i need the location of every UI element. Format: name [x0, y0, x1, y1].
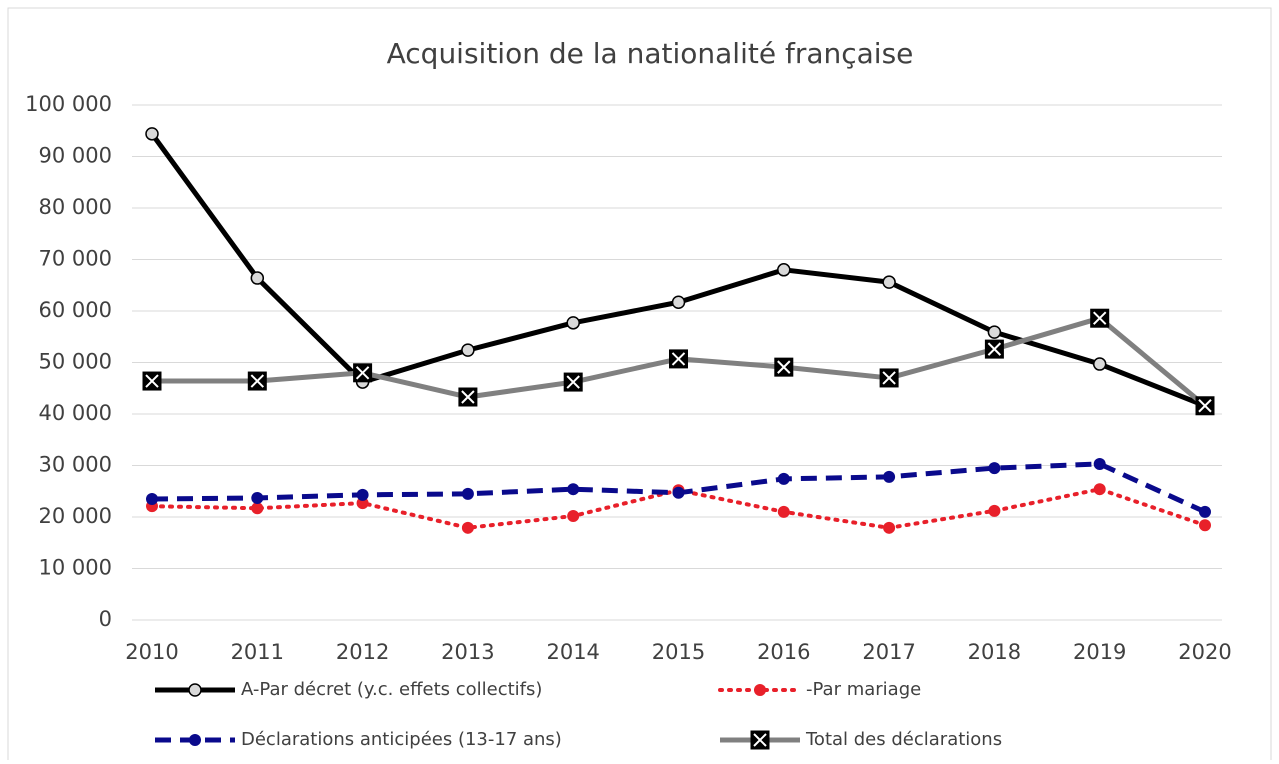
x-tick-label: 2012 [336, 640, 389, 664]
y-tick-label: 90 000 [39, 144, 112, 168]
legend-marker [750, 730, 770, 750]
legend-marker [189, 734, 201, 746]
data-point [1093, 483, 1106, 496]
data-point [882, 275, 896, 289]
data-point [145, 127, 159, 141]
x-tick-label: 2017 [862, 640, 915, 664]
data-point [1195, 396, 1215, 416]
data-point [567, 483, 580, 496]
data-point [672, 486, 685, 499]
y-tick-label: 60 000 [39, 298, 112, 322]
legend-label: Déclarations anticipées (13-17 ans) [241, 729, 562, 750]
x-tick-label: 2014 [546, 640, 599, 664]
y-tick-label: 10 000 [39, 556, 112, 580]
y-tick-label: 70 000 [39, 247, 112, 271]
marker-cross [145, 374, 159, 388]
x-tick-label: 2016 [757, 640, 810, 664]
data-point [461, 487, 474, 500]
legend-label: -Par mariage [806, 679, 921, 700]
x-tick-label: 2018 [968, 640, 1021, 664]
x-tick-label: 2020 [1178, 640, 1231, 664]
x-tick-label: 2013 [441, 640, 494, 664]
data-point [461, 521, 474, 534]
data-point [567, 509, 580, 522]
data-point [1199, 505, 1211, 518]
marker-cross [987, 342, 1002, 356]
marker-cross [355, 366, 370, 380]
marker-cross [671, 352, 686, 366]
marker-cross [250, 374, 265, 388]
data-point [247, 371, 267, 391]
data-point [883, 521, 896, 534]
data-point [987, 325, 1002, 339]
data-point [1090, 308, 1110, 328]
data-point [777, 472, 790, 485]
y-tick-label: 80 000 [39, 195, 112, 219]
legend-label: Total des déclarations [805, 729, 1002, 750]
data-point [879, 368, 899, 388]
data-point [1093, 457, 1106, 470]
data-point [461, 343, 475, 357]
data-point [353, 363, 373, 383]
data-point [142, 371, 162, 391]
marker-cross [461, 390, 475, 404]
data-point [777, 505, 790, 518]
data-point [251, 502, 264, 515]
data-point [251, 491, 264, 504]
data-point [988, 504, 1001, 517]
data-point [774, 357, 794, 377]
legend-marker [754, 684, 766, 696]
marker-cross [566, 375, 580, 389]
y-tick-label: 0 [99, 607, 112, 631]
data-point [563, 372, 583, 392]
y-tick-label: 100 000 [25, 92, 112, 116]
x-tick-label: 2019 [1073, 640, 1126, 664]
chart-title: Acquisition de la nationalité française [387, 37, 914, 70]
data-point [458, 387, 478, 407]
data-point [669, 349, 688, 369]
marker-cross [1092, 311, 1107, 325]
data-point [146, 492, 158, 505]
marker-cross [882, 371, 896, 385]
data-point [1199, 519, 1211, 532]
data-point [883, 470, 896, 483]
x-tick-label: 2015 [652, 640, 705, 664]
data-point [566, 316, 580, 330]
legend-marker [188, 683, 202, 697]
marker-cross [753, 733, 767, 747]
data-point [356, 497, 369, 510]
data-point [671, 295, 686, 309]
chart-border [7, 7, 1272, 764]
data-point [777, 263, 791, 277]
legend-label: A-Par décret (y.c. effets collectifs) [241, 679, 542, 700]
data-point [1092, 357, 1107, 371]
x-tick-label: 2011 [231, 640, 284, 664]
data-point [988, 462, 1001, 475]
data-point [984, 339, 1004, 359]
data-point [250, 271, 265, 285]
y-tick-label: 20 000 [39, 504, 112, 528]
y-tick-label: 40 000 [39, 401, 112, 425]
marker-cross [777, 360, 791, 374]
y-tick-label: 30 000 [39, 453, 112, 477]
x-tick-label: 2010 [125, 640, 178, 664]
y-tick-label: 50 000 [39, 350, 112, 374]
data-point [356, 488, 369, 501]
marker-cross [1198, 399, 1212, 413]
